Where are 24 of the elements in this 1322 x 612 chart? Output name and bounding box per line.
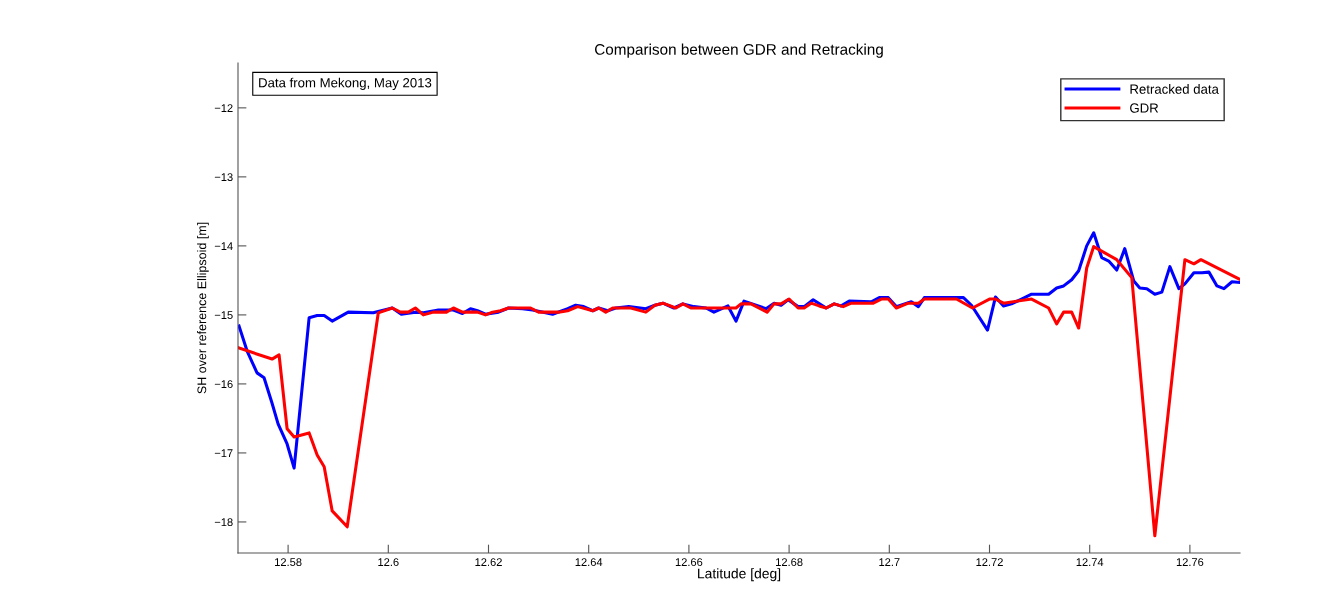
y-tick-label: −12 <box>214 104 233 112</box>
x-tick-label: 12.58 <box>275 558 302 567</box>
y-tick-label: −15 <box>214 311 233 320</box>
legend-label: GDR <box>1130 103 1159 113</box>
x-tick-label: 12.64 <box>575 558 603 567</box>
y-tick-label: −18 <box>214 518 233 527</box>
legend-label: Retracked data <box>1130 84 1219 94</box>
y-tick-label: −14 <box>214 242 233 250</box>
x-tick-label: 12.6 <box>378 558 399 567</box>
x-tick-label: 12.76 <box>1176 558 1204 567</box>
x-tick-label: 12.74 <box>1076 558 1104 566</box>
x-tick-label: 12.7 <box>879 558 900 566</box>
y-tick-label: −13 <box>214 173 233 182</box>
annotation: Data from Mekong, May 2013 <box>259 77 432 90</box>
x-axis-title: Latitude [deg] <box>698 568 781 582</box>
x-tick-label: 12.72 <box>976 558 1003 566</box>
x-tick-label: 12.62 <box>475 558 502 567</box>
y-axis-title: SH over reference Ellipsoid [m] <box>197 222 209 394</box>
line-series <box>238 245 1240 538</box>
x-tick-label: 12.66 <box>675 558 703 567</box>
y-tick-label: −17 <box>214 449 233 457</box>
chart-title: Comparison between GDR and Retracking <box>595 43 883 58</box>
x-tick-label: 12.68 <box>776 558 803 567</box>
y-tick-label: −16 <box>214 380 233 389</box>
